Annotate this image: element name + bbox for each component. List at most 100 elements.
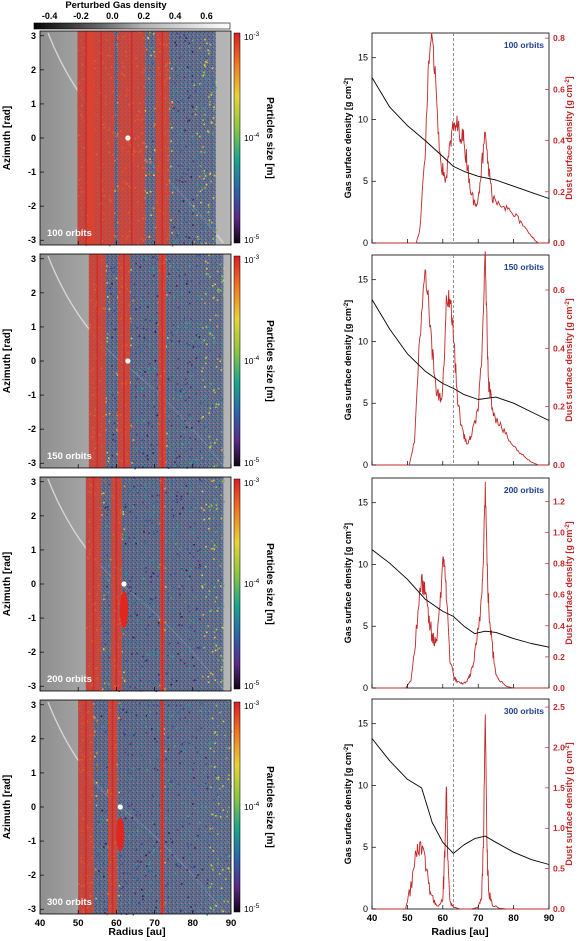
dust-particle	[107, 501, 109, 503]
dust-particle	[124, 529, 126, 531]
dust-particle	[138, 717, 140, 719]
dust-particle	[186, 212, 188, 214]
dust-particle	[215, 539, 217, 541]
dust-particle	[158, 654, 160, 656]
dust-particle	[138, 451, 140, 453]
size-colorbar-tick-exponent: -3	[253, 254, 259, 261]
dust-particle	[168, 705, 170, 707]
dust-particle	[176, 680, 178, 682]
dust-particle	[107, 682, 109, 684]
dust-particle	[130, 269, 132, 271]
dust-particle	[146, 490, 148, 492]
dust-particle	[210, 722, 212, 724]
dust-particle	[200, 566, 202, 568]
dust-particle	[223, 279, 225, 281]
dust-particle	[150, 867, 152, 869]
dust-particle	[137, 378, 139, 380]
dust-particle	[202, 327, 204, 329]
dust-particle	[176, 179, 178, 181]
dust-particle	[149, 449, 151, 451]
dust-particle	[212, 841, 214, 843]
dust-particle	[207, 777, 209, 779]
dust-particle	[186, 843, 188, 845]
dust-particle	[176, 239, 178, 241]
dust-particle	[142, 439, 144, 441]
dust-particle	[179, 36, 181, 38]
dust-particle	[211, 785, 213, 787]
dust-particle	[201, 88, 203, 90]
dust-particle	[217, 271, 219, 273]
dust-particle	[191, 427, 193, 429]
dust-particle	[151, 870, 153, 872]
dust-particle	[157, 424, 159, 426]
dust-particle	[191, 632, 193, 634]
dust-particle	[190, 417, 192, 419]
dust-particle	[205, 179, 207, 181]
dust-particle	[221, 518, 223, 520]
dust-particle	[129, 843, 131, 845]
dust-particle	[192, 532, 194, 534]
dust-particle	[157, 258, 159, 260]
dust-particle	[216, 677, 218, 679]
dust-particle	[171, 785, 173, 787]
dust-particle	[139, 814, 141, 816]
size-colorbar-tick-exponent: -4	[253, 578, 259, 585]
dust-particle	[171, 376, 173, 378]
dust-particle	[186, 807, 188, 809]
dust-particle	[147, 631, 149, 633]
dust-particle	[205, 114, 207, 116]
dust-particle	[124, 734, 126, 736]
dust-particle	[186, 69, 188, 71]
dust-particle	[173, 63, 175, 65]
dust-particle	[182, 563, 184, 565]
dust-particle	[175, 451, 177, 453]
dust-particle	[211, 685, 213, 687]
profile-panel: 0510150.00.20.40.60.8100 orbitsGas surfa…	[343, 33, 574, 248]
dust-particle	[179, 718, 181, 720]
dust-particle	[148, 512, 150, 514]
dust-particle	[117, 76, 119, 78]
dust-particle	[218, 561, 220, 563]
dust-particle	[186, 279, 188, 281]
dust-particle	[206, 295, 208, 297]
dust-particle	[176, 499, 178, 501]
dust-particle	[168, 832, 170, 834]
dust-particle	[105, 632, 107, 634]
dust-particle	[183, 200, 185, 202]
dust-particle	[149, 767, 151, 769]
dust-particle	[187, 120, 189, 122]
gas-ylabel: Gas surface density [g cm-2]	[343, 300, 353, 420]
map-ylabel: Azimuth [rad]	[2, 552, 13, 616]
dust-particle	[196, 195, 198, 197]
dust-particle	[103, 726, 105, 728]
dust-particle	[179, 228, 181, 230]
dust-particle	[143, 395, 145, 397]
dust-particle	[179, 594, 181, 596]
dust-particle	[207, 273, 209, 275]
dust-particle	[206, 429, 208, 431]
dust-particle	[126, 883, 128, 885]
dust-particle	[177, 863, 179, 865]
dust-particle	[109, 287, 111, 289]
dust-particle	[211, 92, 213, 94]
dust-particle	[144, 680, 146, 682]
dust-particle	[146, 464, 148, 466]
dust-particle	[214, 766, 216, 768]
dust-particle	[116, 278, 118, 280]
dust-particle	[153, 589, 155, 591]
dust-particle	[198, 561, 200, 563]
dust-particle	[217, 649, 219, 651]
dust-particle	[149, 32, 151, 34]
dust-particle	[180, 346, 182, 348]
dust-particle	[216, 504, 218, 506]
dust-particle	[172, 132, 174, 134]
dust-particle	[165, 621, 167, 623]
dust-particle	[194, 904, 196, 906]
dust-particle	[142, 453, 144, 455]
dust-ytick-label: 0.0	[553, 238, 565, 248]
gas-ylabel-bracket: ]	[343, 523, 353, 526]
dust-particle	[137, 646, 139, 648]
dust-particle	[178, 555, 180, 557]
size-colorbar-tick-exponent: -3	[253, 477, 259, 484]
dust-particle	[222, 809, 224, 811]
